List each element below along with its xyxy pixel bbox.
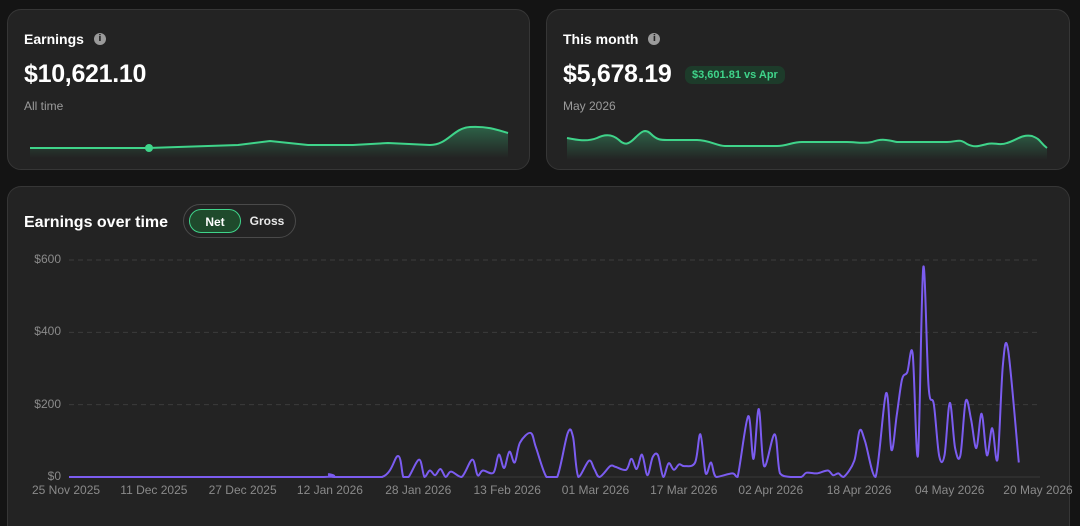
- x-tick-label: 04 May 2026: [915, 483, 985, 497]
- x-tick-label: 11 Dec 2025: [120, 483, 188, 497]
- earnings-title-row: Earnings i: [24, 31, 106, 47]
- month-period: May 2026: [563, 99, 616, 113]
- earnings-card: Earnings i $10,621.10 All time: [7, 9, 530, 170]
- x-tick-label: 18 Apr 2026: [826, 483, 892, 497]
- x-tick-label: 01 Mar 2026: [561, 483, 630, 497]
- x-tick-label: 02 Apr 2026: [738, 483, 804, 497]
- month-title-row: This month i: [563, 31, 661, 47]
- x-tick-label: 28 Jan 2026: [385, 483, 452, 497]
- earnings-value: $10,621.10: [24, 60, 147, 88]
- earnings-period: All time: [24, 99, 64, 113]
- x-tick-label: 13 Feb 2026: [473, 483, 541, 497]
- chart-title: Earnings over time: [24, 214, 169, 231]
- earnings-sparkline-line: [30, 125, 509, 149]
- comparison-badge: $3,601.81 vs Apr: [685, 66, 785, 84]
- net-toggle-button[interactable]: Net: [189, 209, 241, 233]
- month-value: $5,678.19: [563, 60, 672, 88]
- earnings-chart-card: Earnings over time Net Gross: [7, 186, 1070, 526]
- y-tick-label: $600: [34, 252, 61, 266]
- month-sparkline-line: [566, 130, 1048, 149]
- gross-toggle-button[interactable]: Gross: [249, 214, 285, 228]
- y-tick-label: $400: [34, 324, 61, 339]
- info-icon[interactable]: i: [648, 33, 661, 45]
- month-sparkline: [566, 130, 1048, 160]
- month-card: This month i $5,678.19 $3,601.81 vs Apr …: [546, 9, 1070, 170]
- x-tick-label: 20 May 2026: [1003, 483, 1073, 497]
- month-title: This month: [563, 31, 639, 47]
- y-tick-label: $200: [34, 396, 61, 411]
- x-tick-label: 12 Jan 2026: [296, 483, 363, 497]
- x-tick-label: 25 Nov 2025: [32, 483, 101, 497]
- net-gross-toggle: Net Gross: [183, 204, 296, 238]
- x-tick-label: 27 Dec 2025: [208, 483, 277, 497]
- earnings-sparkline: [30, 125, 509, 158]
- y-tick-label: $0: [47, 469, 61, 483]
- sparkline-marker: [145, 144, 153, 152]
- x-tick-label: 17 Mar 2026: [650, 483, 718, 497]
- info-icon[interactable]: i: [93, 33, 106, 45]
- earnings-title: Earnings: [24, 31, 84, 47]
